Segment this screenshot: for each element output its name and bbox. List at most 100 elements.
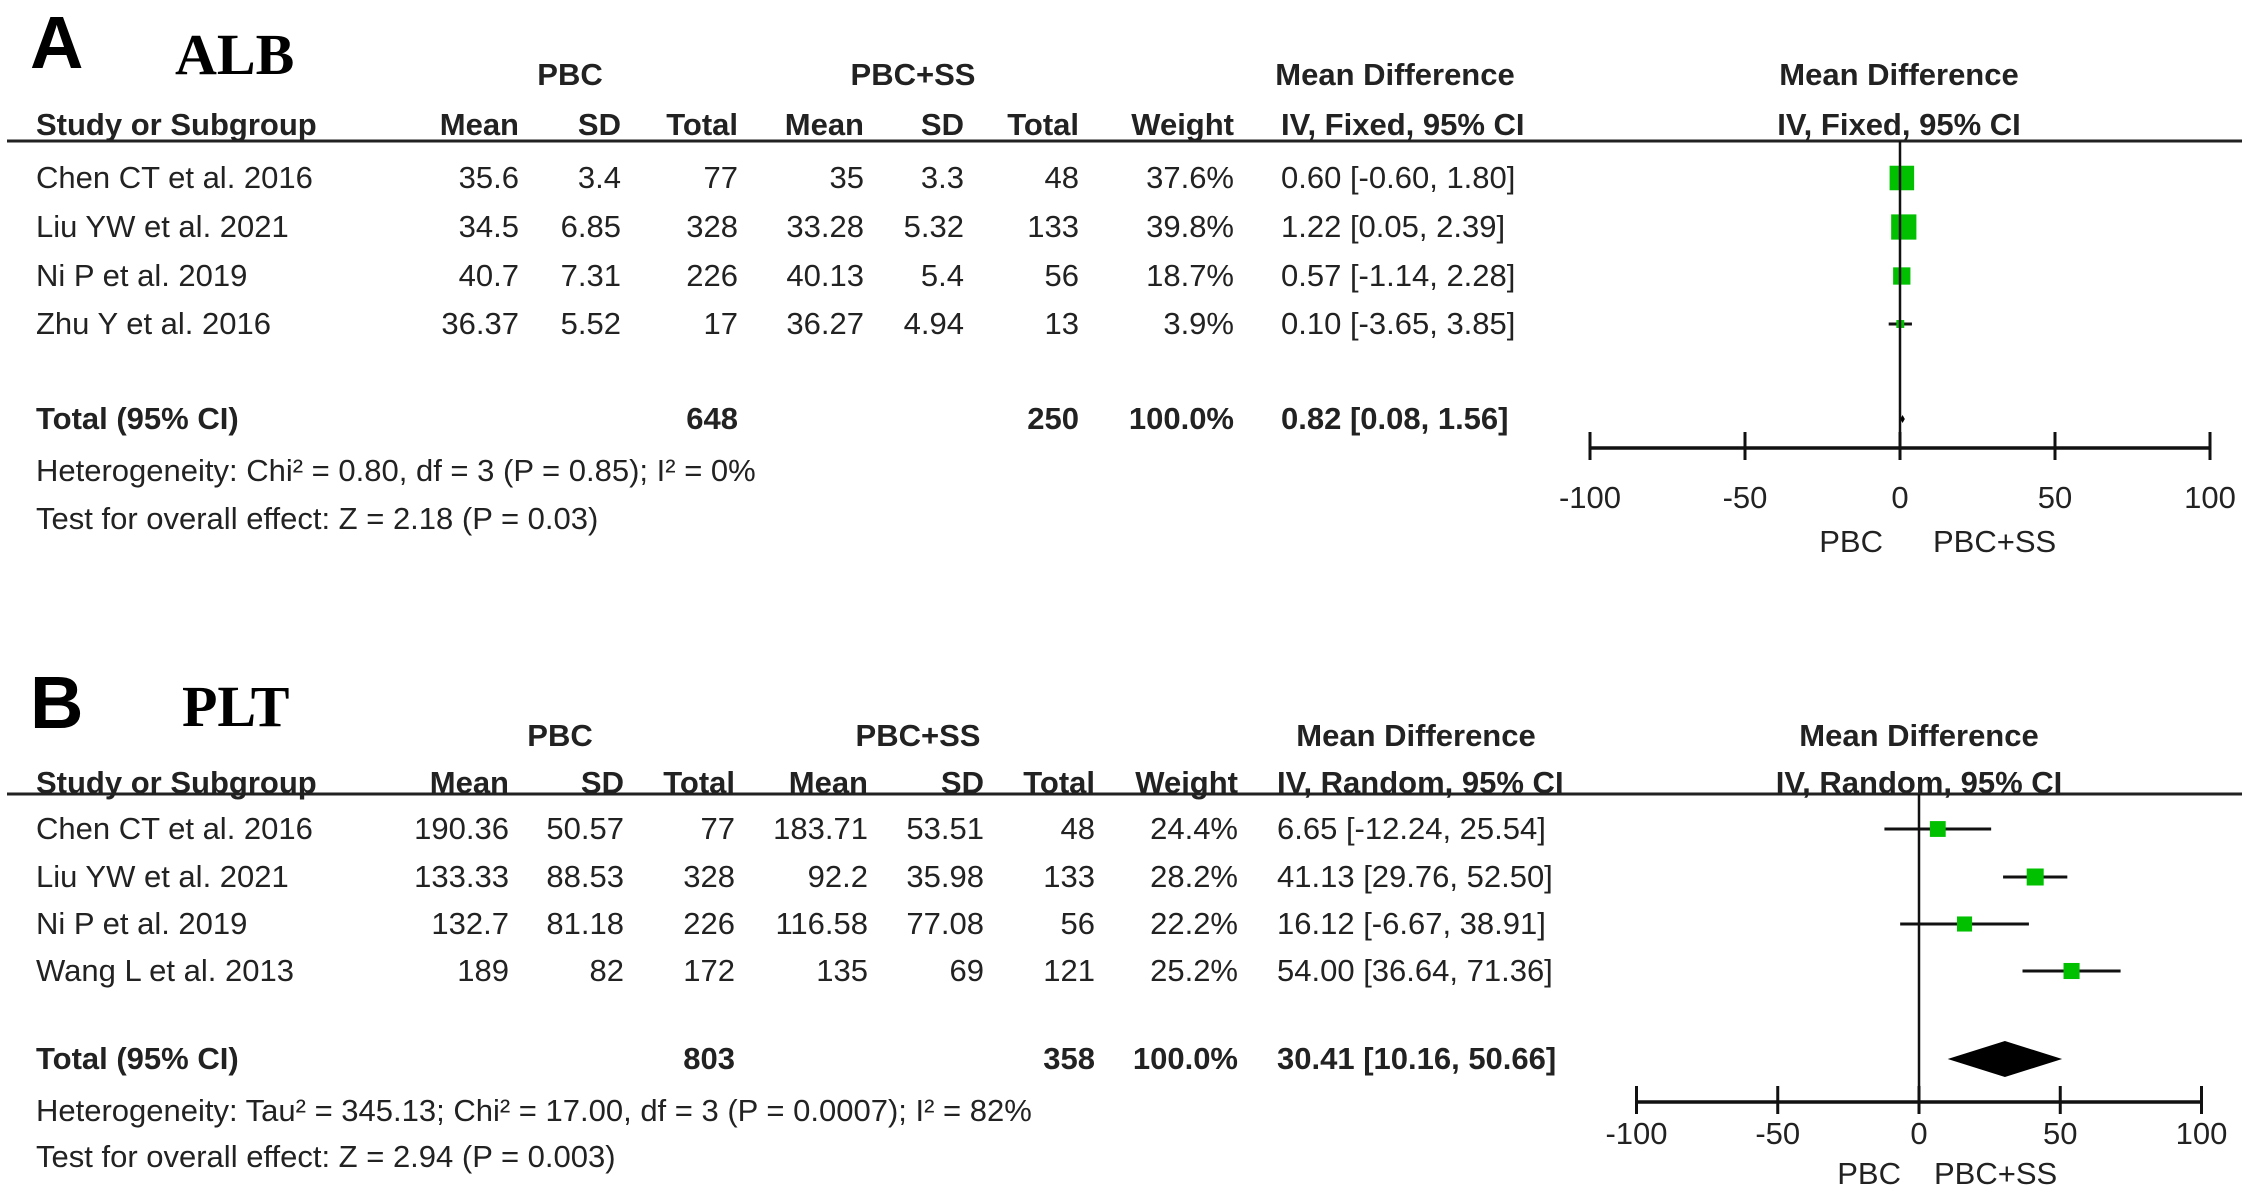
column-header-n2: Total [1023,765,1095,800]
study-name: Ni P et al. 2019 [36,906,248,941]
study-mean2: 35 [829,160,864,195]
study-sd2: 35.98 [906,859,984,894]
study-name: Liu YW et al. 2021 [36,209,289,244]
study-name: Wang L et al. 2013 [36,953,294,988]
column-header-ci: IV, Random, 95% CI [1277,765,1564,800]
x-tick-label: 100 [2175,1116,2228,1151]
overall-effect-text: Test for overall effect: Z = 2.94 (P = 0… [36,1139,616,1174]
study-weight: 22.2% [1150,906,1238,941]
study-n2: 133 [1027,209,1079,244]
study-point-estimate [2026,868,2044,886]
favours-left-label: PBC [1819,524,1883,559]
x-tick-label: 50 [2043,1116,2078,1151]
study-sd1: 5.52 [560,306,621,341]
panel-title: PLT [182,674,290,739]
x-tick-label: 100 [2184,480,2236,515]
column-header-sd2: SD [940,765,984,800]
study-sd2: 53.51 [906,811,984,846]
favours-right-label: PBC+SS [1933,524,2057,559]
study-sd1: 81.18 [546,906,624,941]
forest-effect-header: Mean Difference [1779,57,2019,92]
study-n2: 56 [1044,258,1079,293]
study-n1: 77 [700,811,735,846]
study-ci: 0.60 [-0.60, 1.80] [1281,160,1516,195]
study-sd2: 4.94 [903,306,964,341]
study-n1: 328 [686,209,738,244]
study-mean2: 36.27 [786,306,864,341]
study-n2: 13 [1044,306,1079,341]
x-tick-label: -100 [1558,480,1622,515]
total-ci: 30.41 [10.16, 50.66] [1277,1041,1557,1076]
column-header-mean1: Mean [429,765,509,800]
total-n2: 358 [1043,1041,1095,1076]
column-header-sd2: SD [920,107,964,142]
study-weight: 39.8% [1146,209,1234,244]
total-label: Total (95% CI) [36,401,239,436]
column-header-sd1: SD [577,107,621,142]
group2-header: PBC+SS [855,718,981,753]
x-tick-label: 0 [1891,480,1909,515]
x-tick-label: 50 [2037,480,2073,515]
heterogeneity-text: Heterogeneity: Tau² = 345.13; Chi² = 17.… [36,1093,1032,1128]
study-mean2: 92.2 [807,859,868,894]
study-n2: 121 [1043,953,1095,988]
study-mean1: 36.37 [441,306,519,341]
panel-label: B [30,661,84,744]
study-name: Chen CT et al. 2016 [36,160,313,195]
forest-method-header: IV, Fixed, 95% CI [1777,107,2021,142]
study-n1: 226 [686,258,738,293]
column-header-weight: Weight [1131,107,1234,142]
x-tick-label: 0 [1910,1116,1928,1151]
study-sd1: 82 [589,953,624,988]
column-header-study: Study or Subgroup [36,107,317,142]
study-n1: 77 [703,160,738,195]
panel-label: A [30,1,84,84]
column-header-n2: Total [1007,107,1079,142]
study-point-estimate [1929,821,1946,837]
study-point-estimate [1957,916,1973,932]
heterogeneity-text: Heterogeneity: Chi² = 0.80, df = 3 (P = … [36,453,756,488]
study-point-estimate [2063,962,2080,980]
total-weight: 100.0% [1132,1041,1238,1076]
forest-method-header: IV, Random, 95% CI [1775,765,2063,800]
study-mean1: 133.33 [414,859,509,894]
study-point-estimate [1891,214,1917,240]
study-weight: 28.2% [1150,859,1238,894]
study-name: Zhu Y et al. 2016 [36,306,271,341]
overall-effect-text: Test for overall effect: Z = 2.18 (P = 0… [36,501,599,536]
study-point-estimate [1889,165,1915,191]
study-sd1: 88.53 [546,859,624,894]
study-n1: 328 [683,859,735,894]
column-header-n1: Total [663,765,735,800]
study-sd2: 69 [949,953,984,988]
study-ci: 1.22 [0.05, 2.39] [1281,209,1506,244]
column-header-study: Study or Subgroup [36,765,317,800]
x-tick-label: -50 [1755,1116,1801,1151]
study-mean1: 35.6 [458,160,519,195]
study-sd2: 5.32 [903,209,964,244]
study-n2: 48 [1044,160,1079,195]
study-name: Liu YW et al. 2021 [36,859,289,894]
x-tick-label: -100 [1605,1116,1668,1151]
total-ci: 0.82 [0.08, 1.56] [1281,401,1509,436]
study-n1: 226 [683,906,735,941]
study-mean2: 183.71 [773,811,868,846]
study-mean1: 34.5 [458,209,519,244]
study-weight: 24.4% [1150,811,1238,846]
x-tick-label: -50 [1722,480,1768,515]
pooled-estimate-diamond [1947,1041,2063,1077]
column-header-n1: Total [666,107,738,142]
study-sd1: 6.85 [560,209,621,244]
total-weight: 100.0% [1128,401,1234,436]
total-n1: 648 [686,401,738,436]
study-mean1: 40.7 [458,258,519,293]
study-point-estimate [1893,267,1911,285]
study-sd1: 50.57 [546,811,624,846]
study-mean2: 33.28 [786,209,864,244]
effect-header: Mean Difference [1275,57,1515,92]
study-name: Ni P et al. 2019 [36,258,248,293]
total-n1: 803 [683,1041,735,1076]
study-mean2: 116.58 [775,906,868,941]
total-n2: 250 [1027,401,1079,436]
